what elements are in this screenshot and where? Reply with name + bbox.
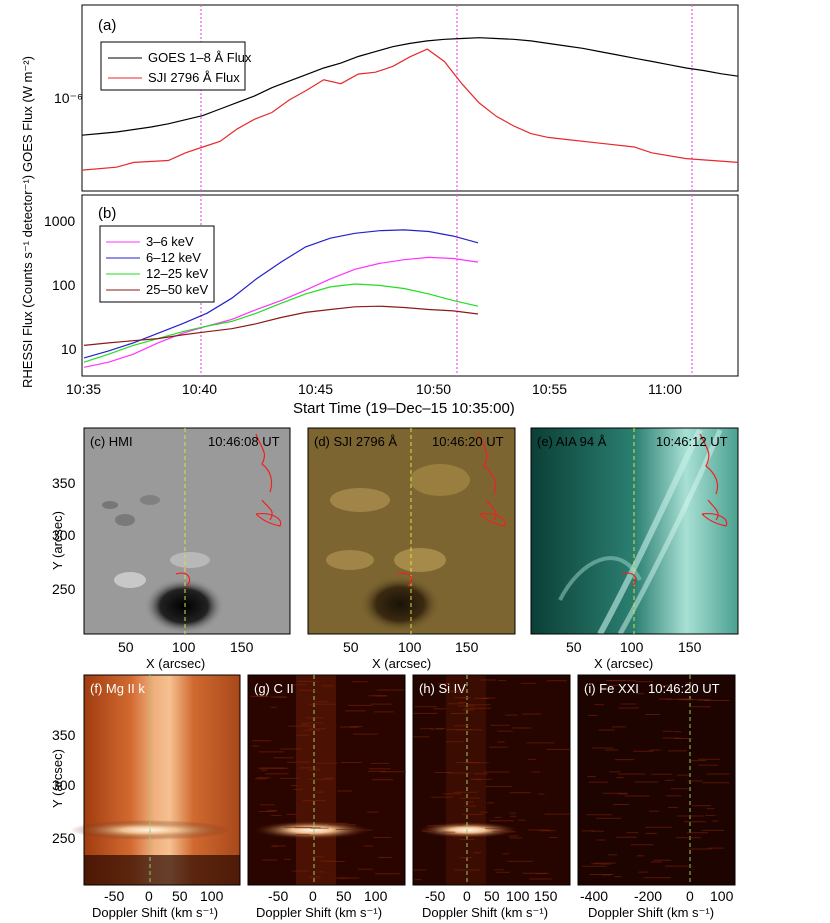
ytick-b: 10	[61, 341, 77, 357]
time-tick: 10:45	[298, 381, 333, 397]
xtick: 150	[534, 888, 558, 904]
xlabel: X (arcsec)	[372, 656, 431, 671]
ytick-b: 1000	[44, 213, 75, 229]
xlabel: X (arcsec)	[146, 656, 205, 671]
xtick: -50	[425, 888, 445, 904]
legend-3-6: 3–6 keV	[146, 234, 194, 249]
xtick: 100	[710, 888, 734, 904]
panel-d-time: 10:46:20 UT	[432, 434, 504, 449]
xtick: 150	[678, 639, 702, 655]
xlabel: Doppler Shift (km s⁻¹)	[588, 905, 714, 920]
xtick: -50	[104, 888, 124, 904]
xtick: 50	[343, 639, 359, 655]
time-tick: 11:00	[648, 381, 682, 397]
time-tick: 10:55	[532, 381, 567, 397]
panel-d: (d) SJI 2796 Å 10:46:20 UT	[307, 427, 516, 635]
xtick: -200	[634, 888, 662, 904]
xtick: 100	[200, 888, 224, 904]
xtick: -400	[580, 888, 608, 904]
xtick: 50	[566, 639, 582, 655]
panel-g-label: (g) C II	[254, 681, 294, 696]
xtick: 100	[172, 639, 196, 655]
panel-a: (a) 10⁻⁶ GOES Flux (W m⁻²) GOES 1–8 Å Fl…	[20, 4, 739, 192]
panel-i-label: (i) Fe XXI	[584, 681, 639, 696]
time-tick: 10:35	[66, 381, 101, 397]
ylabel-a: GOES Flux (W m⁻²)	[20, 56, 35, 172]
panel-c-label: (c) HMI	[90, 434, 133, 449]
row2-ylabel: Y (arcsec)	[50, 511, 65, 570]
xtick: 100	[398, 639, 422, 655]
xtick: 150	[230, 639, 254, 655]
panel-c: (c) HMI 10:46:08 UT	[83, 427, 291, 635]
series-line	[83, 283, 479, 363]
marker-lines-a	[200, 5, 693, 191]
series-line	[83, 229, 479, 359]
xlabel: Doppler Shift (km s⁻¹)	[256, 905, 382, 920]
xtick: 50	[172, 888, 188, 904]
ytick-b: 100	[52, 277, 76, 293]
legend-b: 3–6 keV 6–12 keV 12–25 keV 25–50 keV	[99, 225, 215, 303]
xtick: 50	[118, 639, 134, 655]
time-tick: 10:40	[182, 381, 217, 397]
row2-ytick: 250	[52, 581, 76, 597]
xtick: 100	[364, 888, 388, 904]
xtick: 100	[620, 639, 644, 655]
xtick: 0	[686, 888, 694, 904]
time-tick: 10:50	[416, 381, 451, 397]
series-line	[83, 256, 479, 368]
series-line	[81, 37, 739, 136]
panel-i: (i) Fe XXI 10:46:20 UT	[577, 674, 736, 886]
panel-h-label: (h) Si IV	[419, 681, 466, 696]
panel-i-time: 10:46:20 UT	[648, 681, 720, 696]
xtick: 0	[463, 888, 471, 904]
panel-c-time: 10:46:08 UT	[208, 434, 280, 449]
legend-goes: GOES 1–8 Å Flux	[148, 50, 252, 65]
row3-ytick: 250	[52, 830, 76, 846]
xtick: 0	[145, 888, 153, 904]
series-line	[81, 48, 739, 171]
panel-d-label: (d) SJI 2796 Å	[314, 434, 397, 449]
legend-12-25: 12–25 keV	[146, 266, 208, 281]
row3-axes: Y (arcsec) 350 300 250 -50 0 50 100 Dopp…	[50, 727, 734, 920]
row2-ytick: 350	[52, 475, 76, 491]
xtick: -50	[268, 888, 288, 904]
panel-e-time: 10:46:12 UT	[656, 434, 728, 449]
xtick: 0	[309, 888, 317, 904]
panel-e: (e) AIA 94 Å 10:46:12 UT	[530, 427, 739, 636]
panel-f-label: (f) Mg II k	[90, 681, 145, 696]
legend-25-50: 25–50 keV	[146, 282, 208, 297]
xtick: 100	[506, 888, 530, 904]
xtick: 50	[484, 888, 500, 904]
panel-f: (f) Mg II k	[70, 674, 241, 886]
ytick-a: 10⁻⁶	[54, 90, 83, 106]
xtick: 50	[336, 888, 352, 904]
legend-sji: SJI 2796 Å Flux	[148, 70, 240, 85]
xlabel: X (arcsec)	[594, 656, 653, 671]
xlabel: Doppler Shift (km s⁻¹)	[92, 905, 218, 920]
legend-a: GOES 1–8 Å Flux SJI 2796 Å Flux	[100, 41, 252, 91]
row2-axes: Y (arcsec) 350 300 250 50 100 150 X (arc…	[50, 475, 702, 671]
spectra-noise	[250, 679, 730, 881]
panel-a-label: (a)	[98, 17, 116, 34]
xtick: 150	[455, 639, 479, 655]
xlabel: Doppler Shift (km s⁻¹)	[422, 905, 548, 920]
row2-ytick: 300	[52, 527, 76, 543]
panel-b-label: (b)	[98, 205, 116, 222]
row3-ytick: 350	[52, 727, 76, 743]
series-a	[81, 37, 739, 171]
time-axis-label: Start Time (19–Dec–15 10:35:00)	[293, 400, 515, 417]
row3-ylabel: Y (arcsec)	[50, 749, 65, 808]
row3-ytick: 300	[52, 777, 76, 793]
panel-b: (b) 1000 100 10 RHESSI Flux (Counts s⁻¹ …	[20, 175, 739, 417]
series-line	[83, 305, 479, 346]
legend-6-12: 6–12 keV	[146, 250, 201, 265]
series-b	[83, 229, 479, 368]
panel-e-label: (e) AIA 94 Å	[537, 434, 607, 449]
time-ticks: 10:35 10:40 10:45 10:50 10:55 11:00	[66, 381, 682, 397]
ylabel-b: RHESSI Flux (Counts s⁻¹ detector⁻¹)	[20, 175, 35, 388]
